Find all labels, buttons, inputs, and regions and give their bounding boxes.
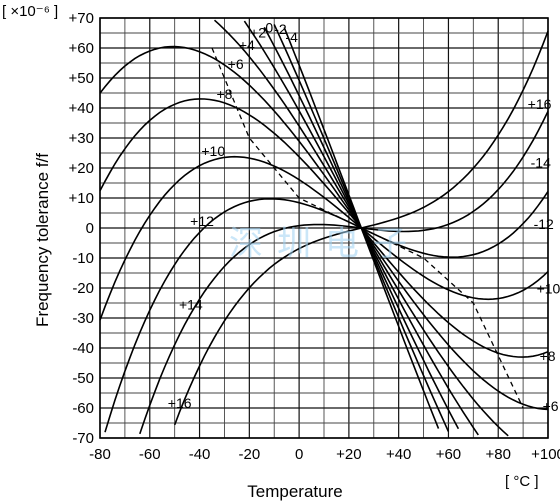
y-tick-label: -60: [72, 400, 94, 417]
cut-angle-curve: [139, 110, 549, 435]
y-tick-label: -70: [72, 430, 94, 447]
x-tick-label: -40: [189, 446, 211, 463]
x-tick-label: 0: [295, 446, 303, 463]
y-axis-title: Frequency tolerance f/f: [33, 153, 52, 327]
curve-label-left: +16: [168, 395, 192, 411]
y-tick-label: +30: [69, 130, 94, 147]
curve-label-left: -4: [285, 29, 298, 45]
curve-label-right: -14: [531, 155, 551, 171]
curve-label-left: 0: [265, 20, 273, 36]
x-tick-label: +20: [336, 446, 361, 463]
y-tick-label: +20: [69, 160, 94, 177]
curve-label-left: +8: [216, 86, 232, 102]
turnover-locus: [211, 47, 524, 409]
y-tick-label: +60: [69, 40, 94, 57]
curve-label-right: +6: [543, 398, 559, 414]
cut-angle-curve: [104, 190, 549, 433]
y-tick-label: +40: [69, 100, 94, 117]
curve-label-left: +10: [201, 143, 225, 159]
x-tick-label: +60: [436, 446, 461, 463]
curve-label-left: +14: [179, 297, 203, 313]
y-tick-label: -20: [72, 280, 94, 297]
y-unit-label: [ ×10⁻⁶ ]: [2, 3, 58, 20]
x-tick-label: +40: [386, 446, 411, 463]
x-tick-label: +100: [531, 446, 560, 463]
curve-label-right: +16: [528, 96, 552, 112]
grid: [99, 17, 549, 439]
curve-labels: +16 +16 +14 -14 +12 -12 +10 +10 +8 +8 +6 +6 +4+2 0 -2-…: [168, 20, 560, 414]
x-unit-label: [ °C ]: [505, 473, 539, 490]
curve-label-left: +12: [190, 213, 214, 229]
x-tick-label: -20: [238, 446, 260, 463]
cut-angle-curve: [99, 98, 549, 358]
curve-label-left: -2: [274, 21, 287, 37]
curve-label-left: +6: [228, 56, 244, 72]
x-axis-title: Temperature: [247, 482, 342, 501]
cut-angle-curve: [99, 45, 549, 411]
y-tick-label: -30: [72, 310, 94, 327]
y-tick-label: -40: [72, 340, 94, 357]
y-tick-label: 0: [86, 220, 94, 237]
x-tick-label: +80: [485, 446, 510, 463]
y-tick-label: +50: [69, 70, 94, 87]
curve-label-left: +4: [239, 37, 255, 53]
x-tick-label: -60: [139, 446, 161, 463]
y-tick-label: +70: [69, 10, 94, 27]
dashed-locus-line: [211, 47, 524, 409]
y-tick-label: +10: [69, 190, 94, 207]
plot-frame: [99, 17, 549, 439]
watermark-text: 深圳电子: [229, 224, 421, 264]
y-tick-label: -10: [72, 250, 94, 267]
curve-label-left: +2: [250, 25, 266, 41]
y-tick-label: -50: [72, 370, 94, 387]
tick-labels: +70+60+50+40+30+20+100-10-20-30-40-50-60…: [69, 10, 560, 463]
curve-label-right: -12: [534, 216, 554, 232]
curve-label-right: +10: [537, 281, 560, 297]
curve-label-right: +8: [540, 348, 556, 364]
x-tick-label: -80: [89, 446, 111, 463]
cut-angle-curve: [99, 155, 549, 321]
